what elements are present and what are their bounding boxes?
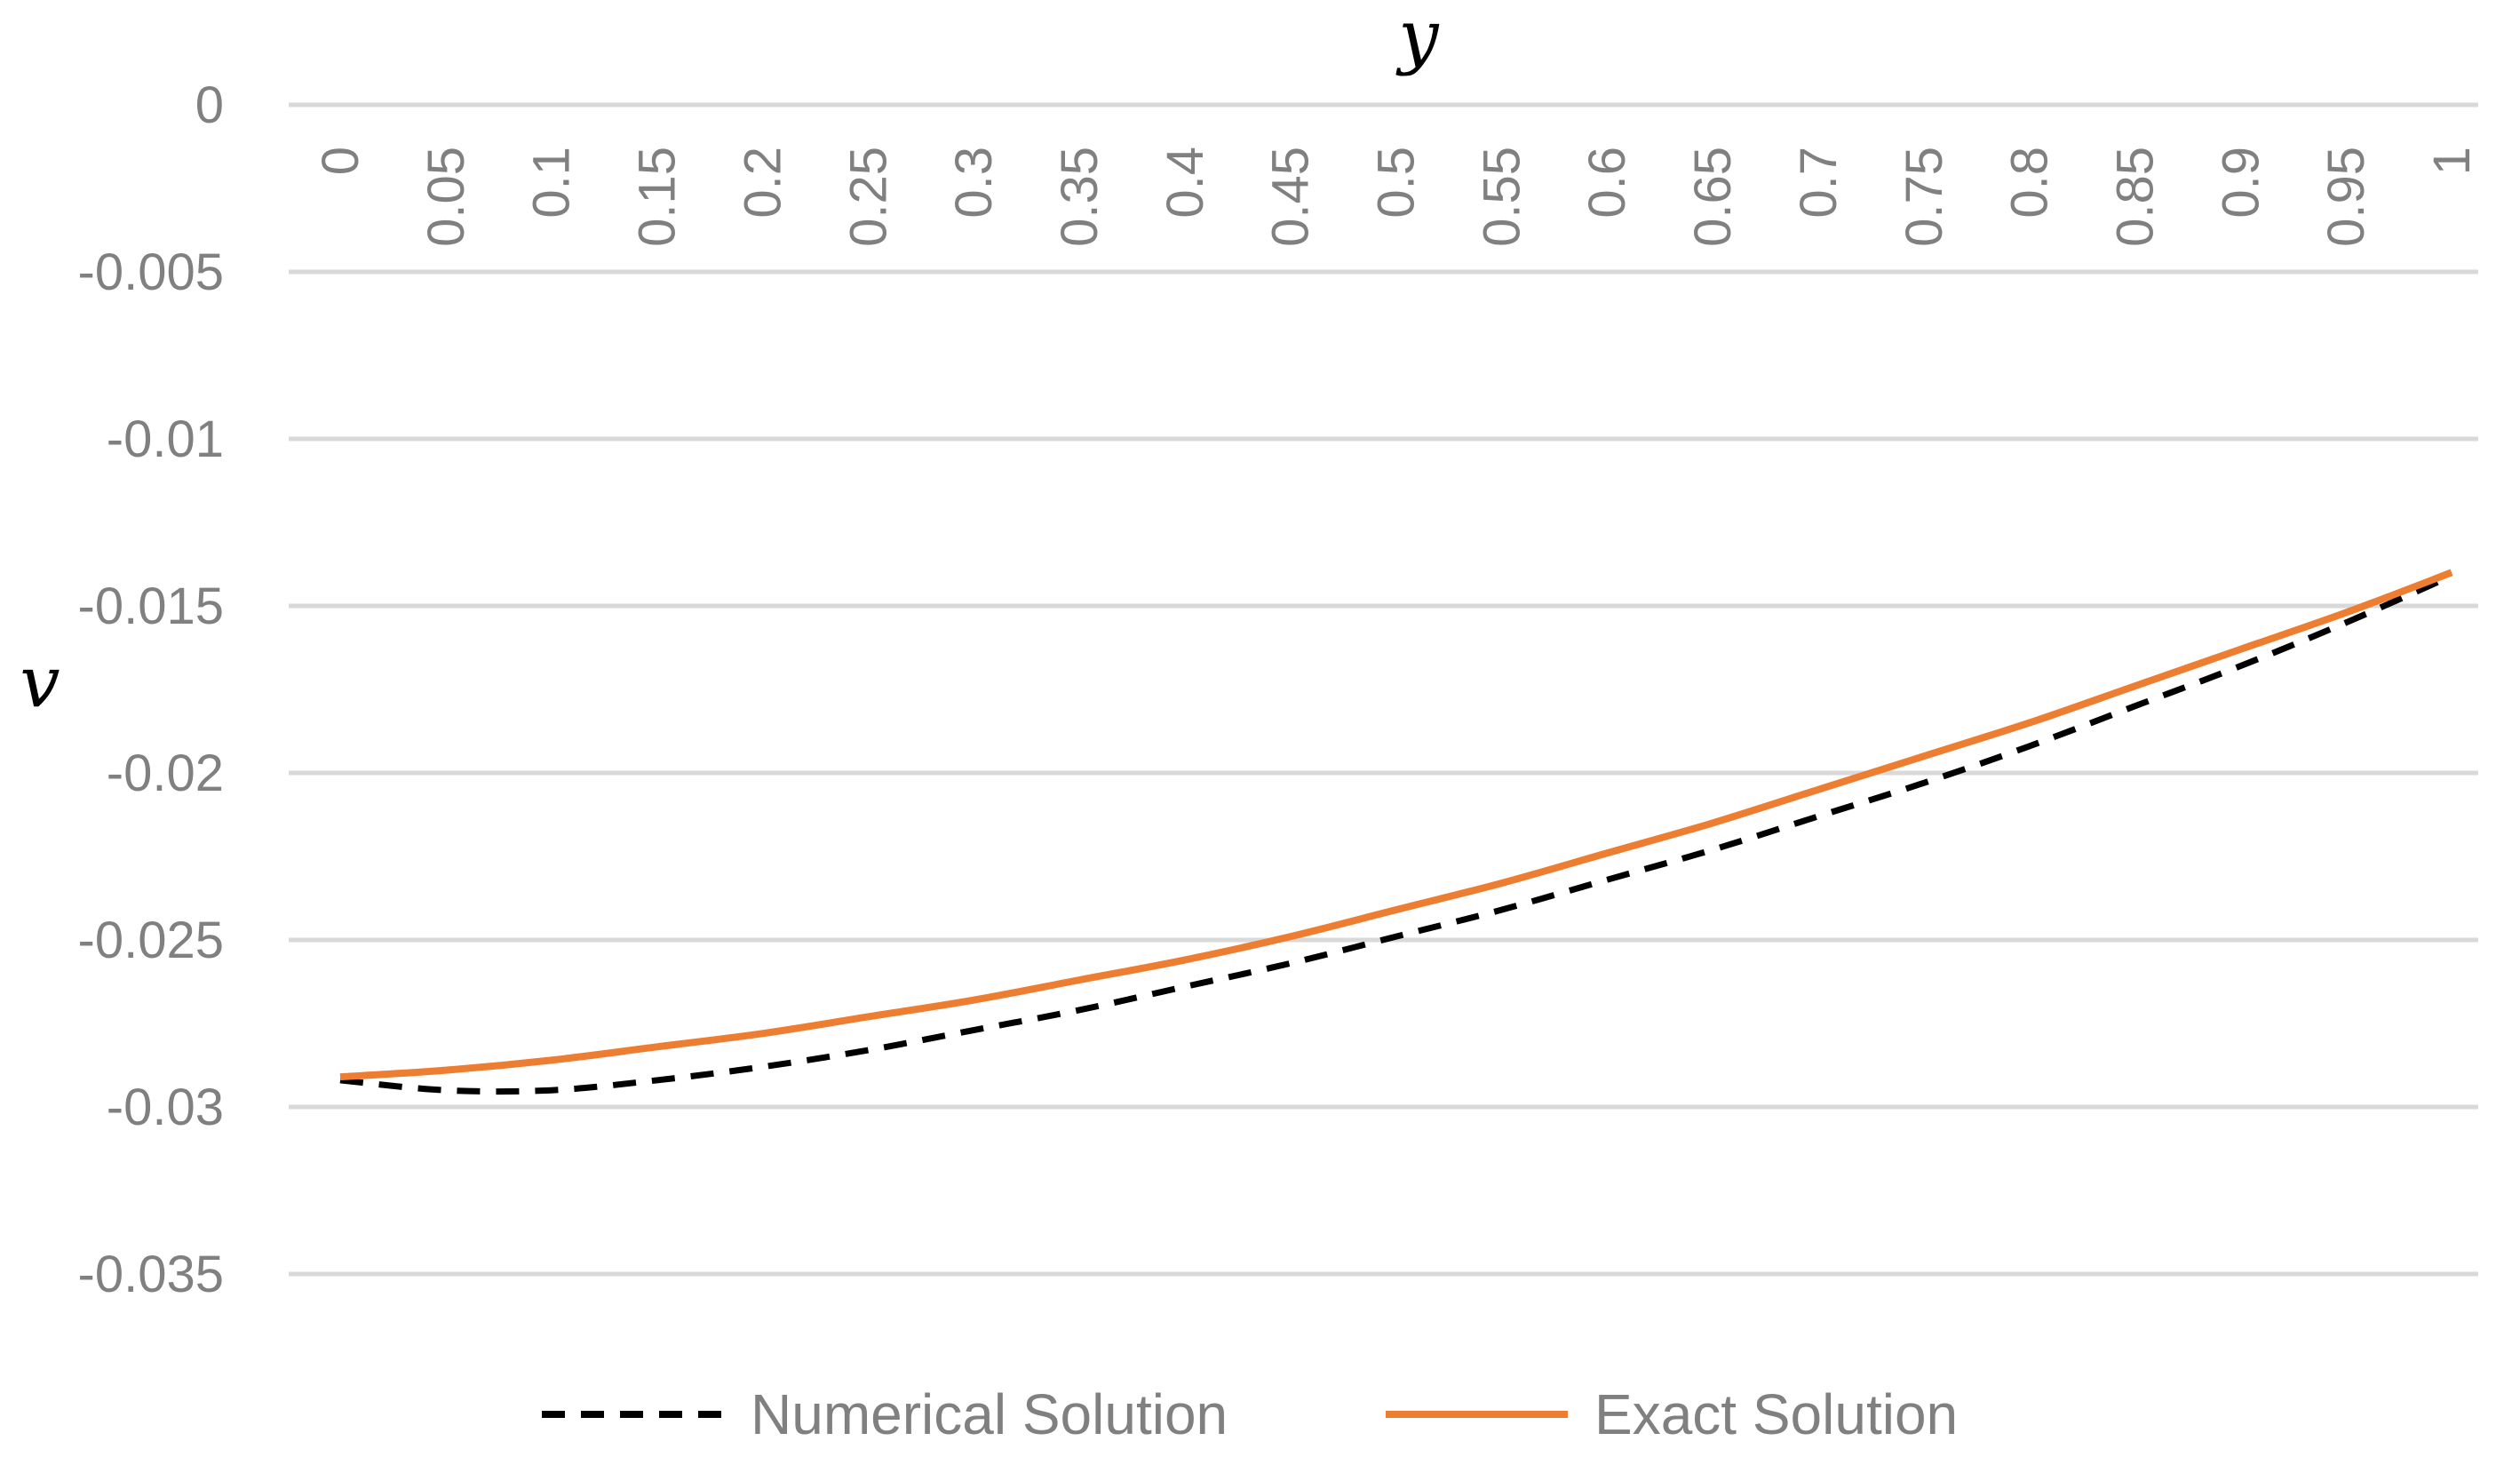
legend-label-numerical-solution: Numerical Solution (751, 1382, 1228, 1446)
y-tick-label: -0.02 (107, 744, 224, 802)
x-tick-label: 0.55 (1473, 147, 1530, 247)
series-line-exact-solution (339, 569, 2453, 1081)
y-axis-tick-labels: 0 -0.005 -0.01 -0.015 -0.02 -0.025 -0.03 -0.035 (78, 76, 224, 1303)
x-tick-label: 0.95 (2317, 147, 2375, 247)
x-tick-label: 0.15 (629, 147, 687, 247)
x-tick-label: 0.9 (2212, 147, 2270, 219)
series-lines (339, 569, 2453, 1095)
y-tick-label: 0 (195, 76, 224, 134)
x-tick-label: 0.45 (1262, 147, 1320, 247)
gridlines (289, 102, 2478, 1277)
y-tick-label: -0.035 (78, 1246, 224, 1303)
x-tick-label: 0.05 (417, 147, 475, 247)
x-axis-tick-labels: 0 0.05 0.1 0.15 0.2 0.25 0.3 0.35 0.4 0.45 0.5 0.55… (312, 147, 2481, 247)
x-tick-label: 0.25 (839, 147, 897, 247)
x-tick-label: 0.35 (1051, 147, 1109, 247)
x-tick-label: 0.4 (1157, 147, 1214, 219)
legend: Numerical Solution Exact Solution (542, 1382, 1958, 1446)
x-tick-label: 0.8 (2001, 147, 2059, 219)
x-tick-label: 0.75 (1896, 147, 1953, 247)
y-tick-label: -0.015 (78, 577, 224, 635)
x-tick-label: 1 (2423, 147, 2481, 175)
y-axis-title: v (20, 641, 60, 723)
x-tick-label: 0.6 (1578, 147, 1636, 219)
x-tick-label: 0.85 (2106, 147, 2164, 247)
y-tick-label: -0.025 (78, 912, 224, 969)
x-tick-label: 0.2 (734, 147, 791, 219)
y-tick-label: -0.01 (107, 410, 224, 468)
x-axis-title: y (1395, 0, 1440, 77)
series-line-numerical-solution (339, 572, 2453, 1095)
x-tick-label: 0.7 (1790, 147, 1848, 219)
x-tick-label: 0.65 (1684, 147, 1742, 247)
x-tick-label: 0.3 (945, 147, 1003, 219)
y-tick-label: -0.03 (107, 1079, 224, 1136)
y-tick-label: -0.005 (78, 243, 224, 301)
legend-label-exact-solution: Exact Solution (1594, 1382, 1958, 1446)
x-tick-label: 0 (312, 147, 370, 175)
x-tick-label: 0.1 (523, 147, 581, 219)
x-tick-label: 0.5 (1368, 147, 1426, 219)
